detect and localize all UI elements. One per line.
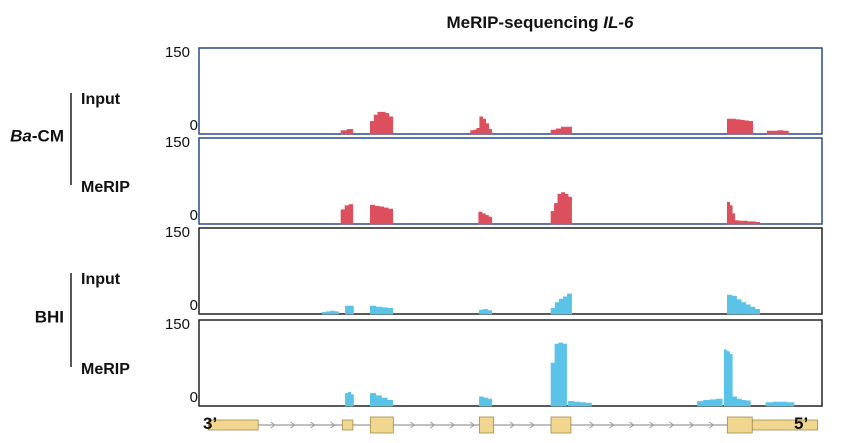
coverage-peak-5 <box>697 398 723 407</box>
y-tick-max: 150 <box>165 224 190 241</box>
coverage-peak-0 <box>340 129 354 135</box>
y-tick-min: 0 <box>190 297 198 314</box>
group-label: BHI <box>35 308 64 327</box>
coverage-peak-5 <box>766 130 789 135</box>
coverage-peak-4 <box>727 201 736 225</box>
strand-arrow <box>649 421 655 429</box>
coverage-peak-0 <box>322 310 339 315</box>
gene-model: 3’ 5’ <box>203 414 819 434</box>
coverage-peak-5 <box>734 220 760 225</box>
coverage-peak-2 <box>470 116 493 135</box>
coverage-peak-1 <box>370 393 394 407</box>
y-tick-min: 0 <box>190 389 198 406</box>
exon-3 <box>726 416 753 434</box>
coverage-peak-3 <box>550 342 567 407</box>
strand-arrow <box>469 421 475 429</box>
coverage-peak-4 <box>727 118 754 135</box>
utr-block-1 <box>341 419 354 431</box>
track-labels: Input MeRIP Input MeRIP Ba-CM BHI <box>10 91 130 378</box>
coverage-peak-3 <box>550 192 572 225</box>
y-tick-max: 150 <box>165 44 190 61</box>
y-tick-min: 0 <box>190 207 198 224</box>
strand-arrow <box>270 421 276 429</box>
coverage-peak-3 <box>479 309 493 315</box>
coverage-peak-5 <box>727 294 760 315</box>
strand-arrow <box>310 421 316 429</box>
title-gene: IL-6 <box>603 13 634 32</box>
track-label: Input <box>81 91 121 108</box>
gene-3prime-label: 3’ <box>203 414 217 433</box>
coverage-peak-4 <box>550 293 572 315</box>
coverage-peak-2 <box>478 211 493 225</box>
track-frame <box>198 137 823 225</box>
strand-arrow <box>669 421 675 429</box>
strand-arrow <box>429 421 436 429</box>
coverage-peak-2 <box>370 305 394 315</box>
y-tick-min: 0 <box>190 117 198 134</box>
strand-arrow <box>709 421 715 429</box>
track-frame <box>198 319 823 407</box>
exon-0 <box>369 416 394 434</box>
title-prefix: MeRIP-sequencing <box>446 13 603 32</box>
coverage-peak-1 <box>370 204 394 225</box>
group-label-text: -CM <box>32 127 64 146</box>
strand-arrow <box>449 421 456 429</box>
track-frame <box>198 227 823 315</box>
chart-title: MeRIP-sequencing IL-6 <box>446 13 634 32</box>
strand-arrow <box>529 421 535 429</box>
track-label: MeRIP <box>81 179 130 196</box>
strand-arrow <box>629 421 635 429</box>
strand-arrow <box>689 421 695 429</box>
exon-2 <box>550 416 572 434</box>
coverage-peak-0 <box>340 204 354 225</box>
group-label-italic: Ba <box>10 127 32 146</box>
y-tick-max: 150 <box>165 134 190 151</box>
coverage-peak-8 <box>765 401 795 407</box>
gene-5prime-label: 5’ <box>794 414 808 433</box>
coverage-peak-1 <box>345 305 354 315</box>
strand-arrow <box>330 421 336 429</box>
strand-arrow <box>609 421 615 429</box>
coverage-peak-4 <box>568 401 592 407</box>
strand-arrow <box>509 421 515 429</box>
strand-arrow <box>290 421 296 429</box>
strand-arrow <box>410 421 416 429</box>
strand-arrow <box>589 421 595 429</box>
coverage-peak-7 <box>732 396 751 407</box>
track-frame <box>198 47 823 135</box>
group-label: Ba-CM <box>10 127 64 146</box>
coverage-peak-0 <box>345 391 354 407</box>
track-label: MeRIP <box>81 361 130 378</box>
coverage-peak-2 <box>479 396 493 407</box>
group-label-text: BHI <box>35 308 64 327</box>
exon-1 <box>478 416 495 434</box>
track-label: Input <box>81 271 121 288</box>
utr-block-0 <box>207 419 259 431</box>
coverage-peak-1 <box>370 111 394 135</box>
coverage-peak-6 <box>723 349 733 407</box>
y-tick-max: 150 <box>165 316 190 333</box>
coverage-peak-3 <box>550 126 572 135</box>
